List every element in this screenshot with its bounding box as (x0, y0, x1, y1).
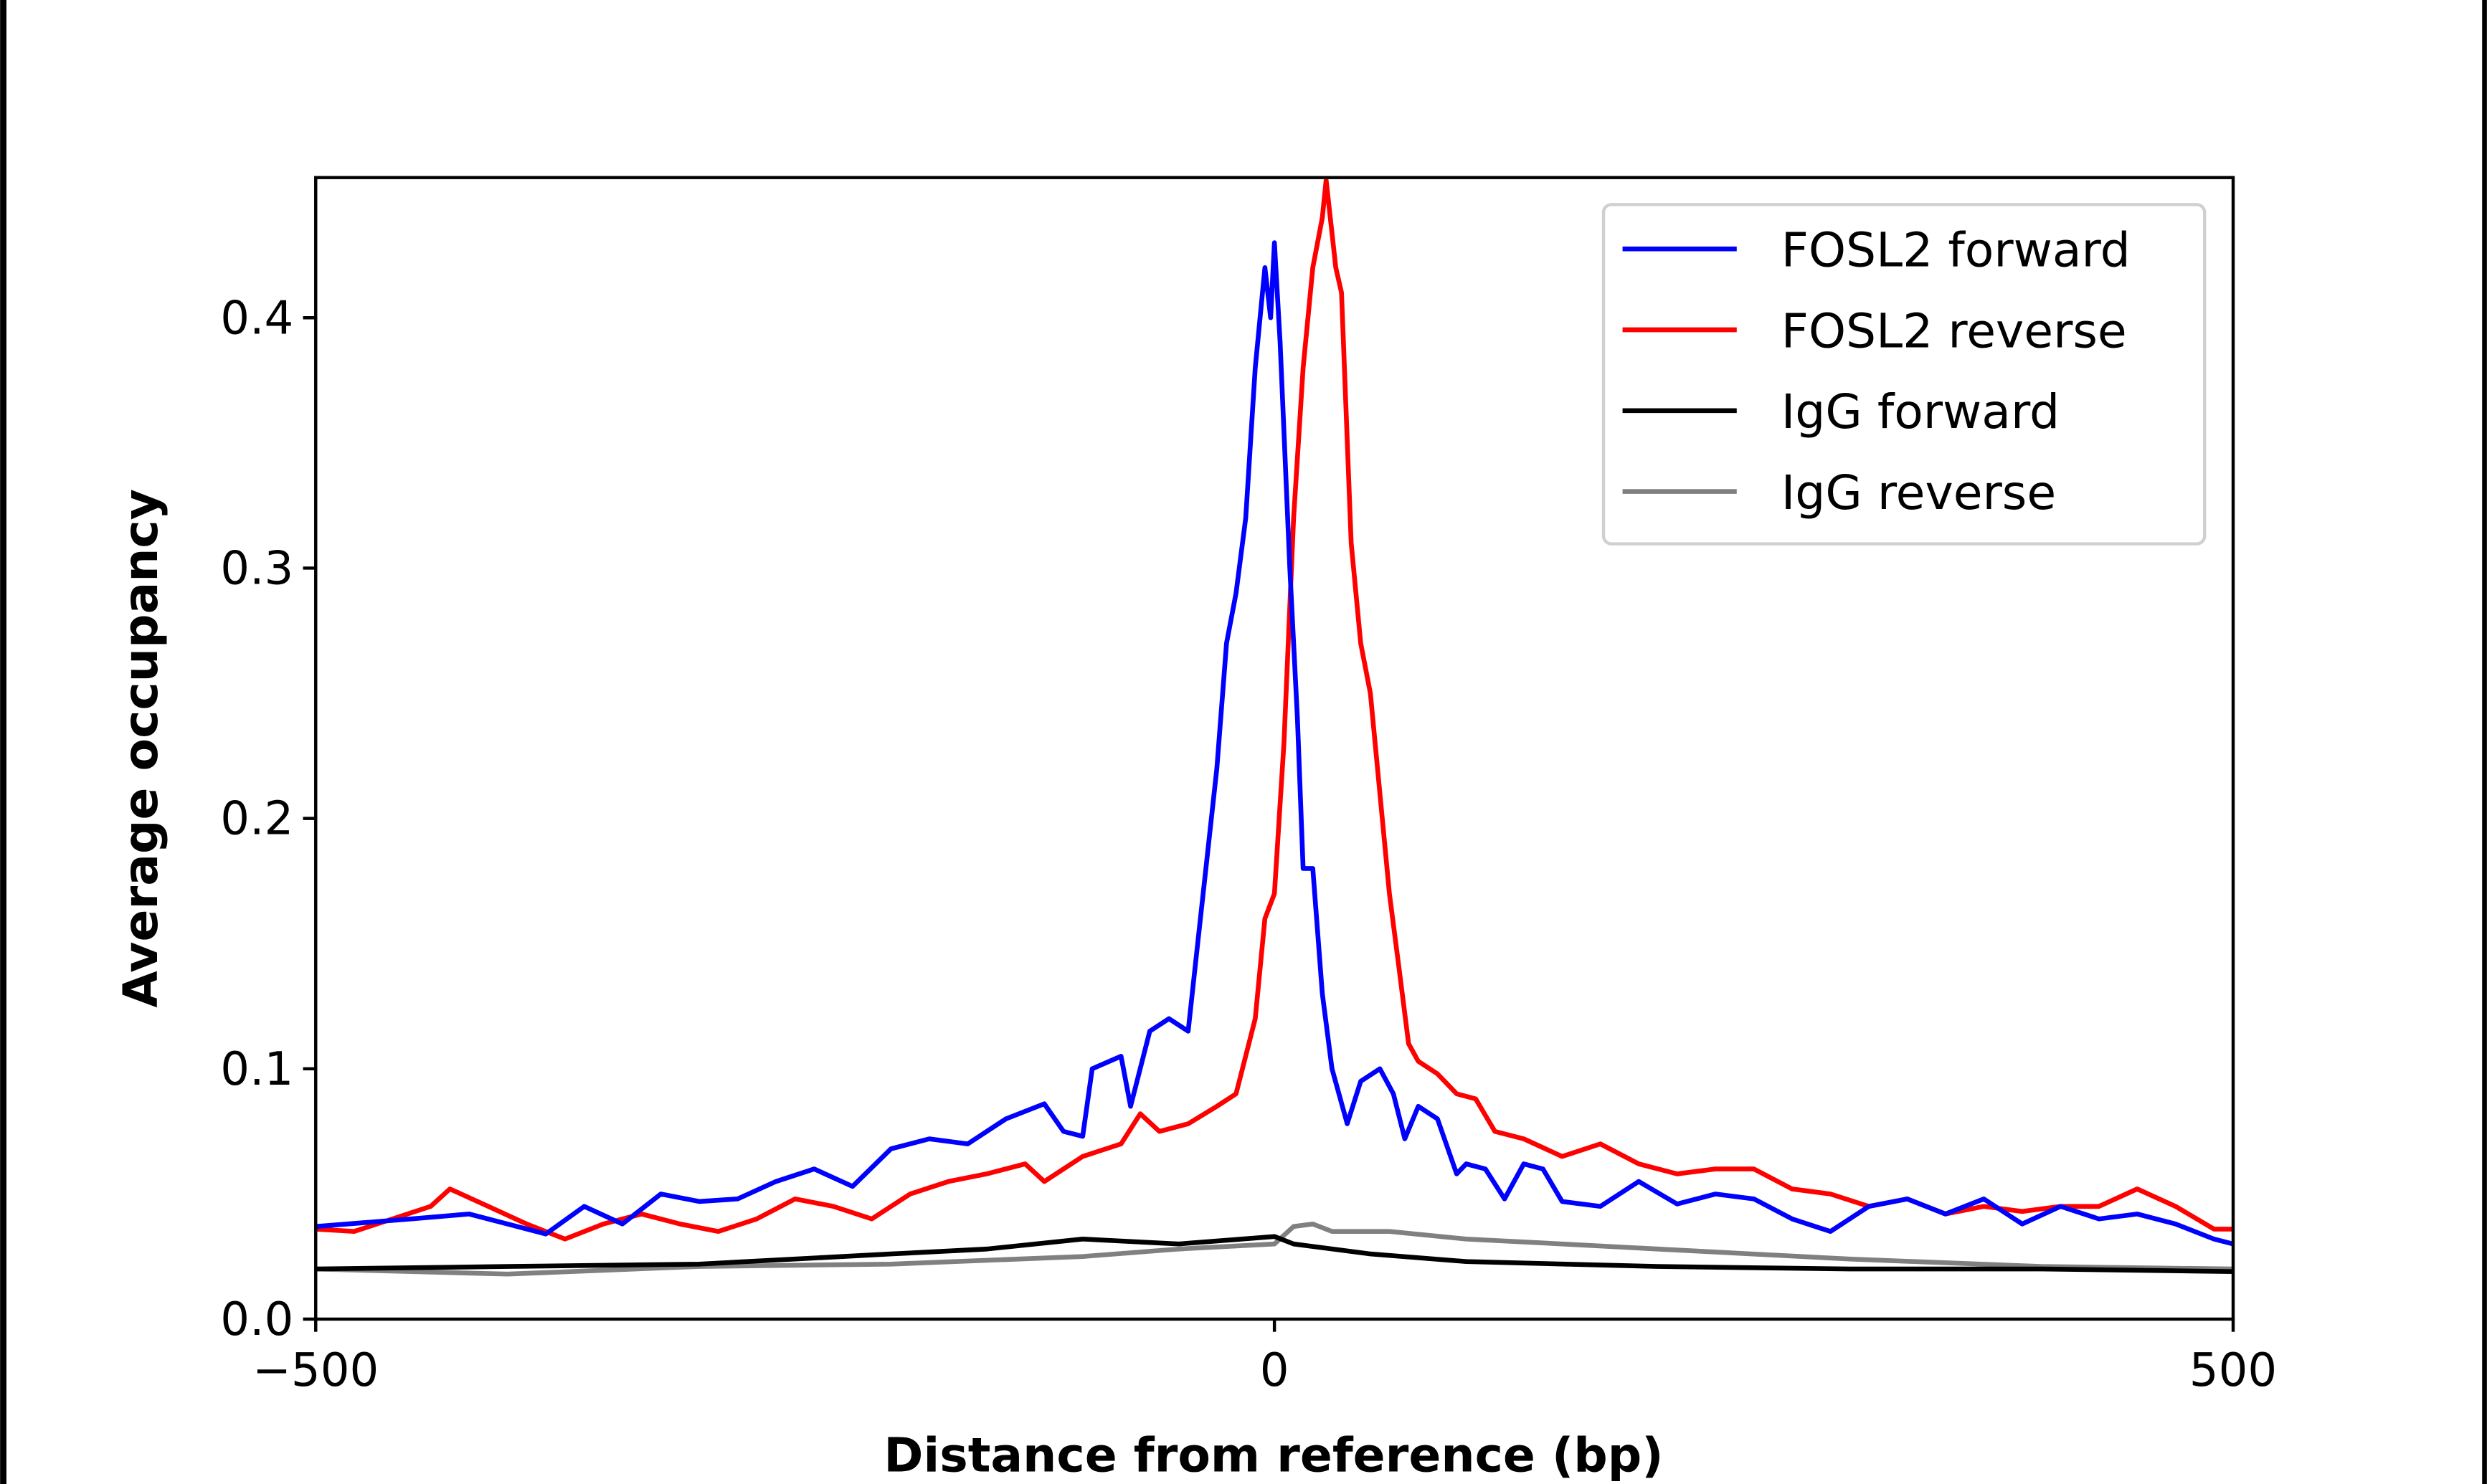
y-tick-label: 0.0 (220, 1293, 293, 1346)
series-line-igg-forward (316, 1234, 2234, 1274)
x-tick-label: 0 (1260, 1343, 1289, 1397)
x-tick-label: 500 (2189, 1343, 2277, 1397)
series-line-fosl2-forward (315, 240, 2234, 1247)
legend-item: IgG reverse (1622, 465, 2056, 520)
legend-item: FOSL2 forward (1622, 222, 2131, 278)
series-layer (315, 177, 2234, 1277)
x-axis-label: Distance from reference (bp) (884, 1427, 1663, 1483)
x-tick-label: −500 (252, 1343, 379, 1397)
left-border (0, 0, 7, 1484)
legend-item: FOSL2 reverse (1622, 303, 2127, 358)
ticks-layer: −500 0 500 0.0 0.1 0.2 0.3 0.4 (220, 291, 2277, 1397)
y-tick-label: 0.2 (220, 792, 293, 846)
legend-label: FOSL2 reverse (1781, 303, 2127, 358)
y-tick-label: 0.3 (220, 542, 293, 596)
y-tick-label: 0.1 (220, 1042, 293, 1096)
y-tick-label: 0.4 (220, 291, 293, 345)
legend-label: IgG reverse (1781, 465, 2056, 520)
series-line-igg-reverse (316, 1221, 2234, 1277)
legend-label: IgG forward (1781, 384, 2060, 439)
legend-box (1601, 203, 2207, 546)
right-border (2482, 0, 2487, 1484)
legend-item: IgG forward (1622, 384, 2060, 439)
y-axis-label: Average occupancy (113, 489, 169, 1008)
legend-label: FOSL2 forward (1781, 222, 2131, 278)
series-line-fosl2-reverse (316, 177, 2234, 1242)
legend: FOSL2 forward FOSL2 reverse IgG forward IgG… (1601, 203, 2207, 546)
